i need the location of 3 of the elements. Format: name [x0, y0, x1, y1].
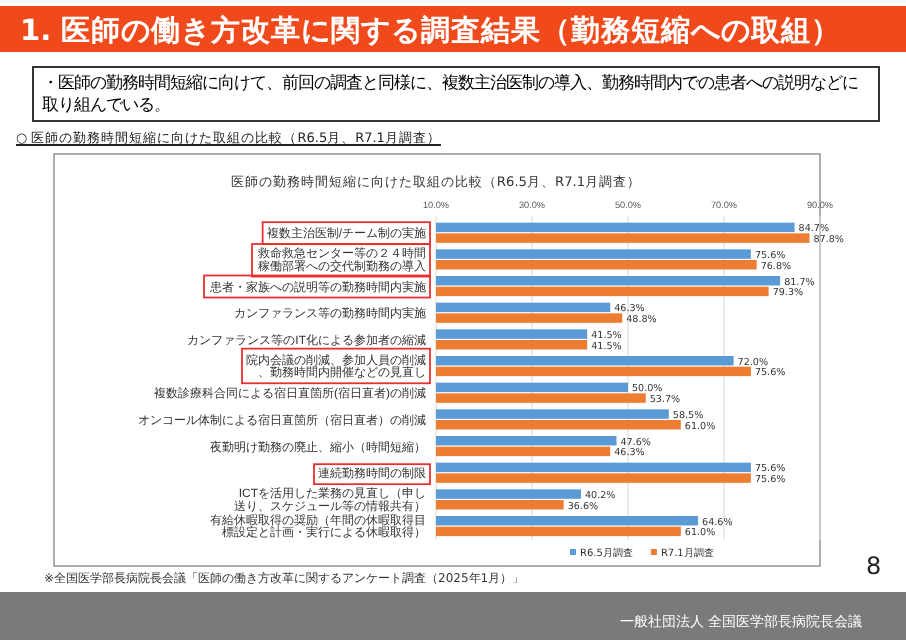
- text: 8: [866, 552, 882, 580]
- text: 1. 医師の働き方改革に関する調査結果（勤務短縮への取組）: [20, 12, 842, 50]
- text: ・医師の勤務時間短縮に向けて、前回の調査と同様に、複数主治医制の導入、勤務時間内での患者への説明などに取り組んでいる。: [32, 66, 880, 122]
